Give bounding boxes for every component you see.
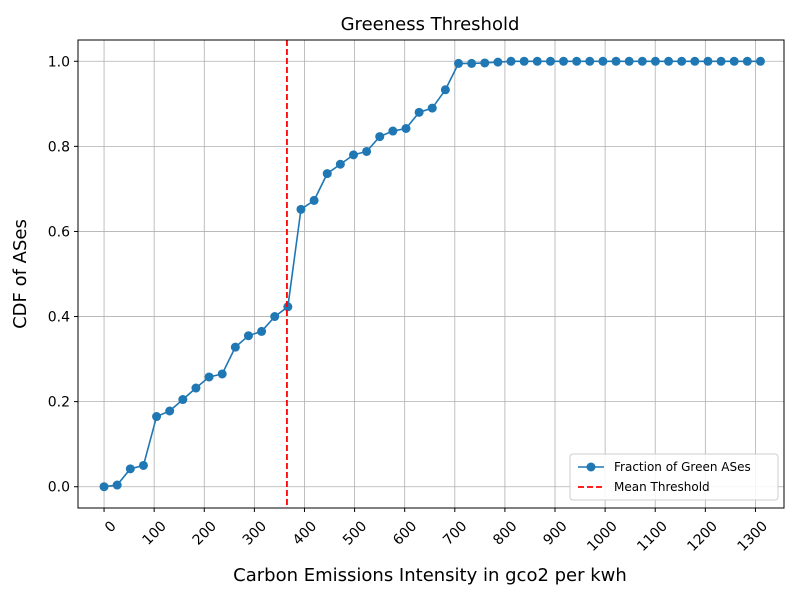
data-point — [729, 56, 739, 66]
data-point — [99, 482, 109, 492]
data-point — [480, 58, 490, 68]
data-point — [138, 460, 148, 470]
data-point — [296, 204, 306, 214]
data-point — [217, 369, 227, 379]
data-point — [755, 56, 765, 66]
data-point — [467, 58, 477, 68]
y-tick-label: 0.6 — [48, 224, 70, 240]
data-point — [230, 342, 240, 352]
data-point — [519, 56, 529, 66]
data-point — [243, 331, 253, 341]
data-point — [125, 464, 135, 474]
legend-box — [569, 453, 779, 501]
data-point — [388, 126, 398, 136]
data-point — [165, 406, 175, 416]
data-point — [703, 56, 713, 66]
data-point — [401, 123, 411, 133]
data-point — [112, 480, 122, 490]
y-tick-label: 0.8 — [48, 139, 70, 155]
data-point — [178, 395, 188, 405]
y-tick-label: 0.2 — [48, 395, 70, 411]
legend-series-marker — [586, 462, 596, 472]
data-point — [335, 159, 345, 169]
data-point — [572, 56, 582, 66]
data-point — [624, 56, 634, 66]
data-point — [283, 302, 293, 312]
data-point — [270, 312, 280, 322]
chart-title: Greeness Threshold — [341, 14, 520, 35]
data-point — [454, 58, 464, 68]
plot-frame — [77, 39, 785, 509]
data-point — [664, 56, 674, 66]
data-point — [414, 107, 424, 117]
data-point — [348, 150, 358, 160]
y-tick-label: 0.4 — [48, 310, 70, 326]
data-point — [440, 85, 450, 95]
series-layer — [99, 56, 765, 492]
x-axis-title: Carbon Emissions Intensity in gco2 per k… — [233, 565, 627, 586]
grid — [78, 40, 784, 508]
data-point — [716, 56, 726, 66]
y-tick-label: 1.0 — [48, 54, 70, 70]
data-point — [257, 326, 267, 336]
data-point — [637, 56, 647, 66]
data-point — [545, 56, 555, 66]
data-point — [677, 56, 687, 66]
data-point — [506, 56, 516, 66]
legend-threshold-label: Mean Threshold — [614, 480, 710, 494]
legend-series-label: Fraction of Green ASes — [614, 460, 751, 474]
data-point — [191, 383, 201, 393]
data-point — [598, 56, 608, 66]
data-point — [690, 56, 700, 66]
data-point — [559, 56, 569, 66]
data-point — [611, 56, 621, 66]
legend: Fraction of Green ASes Mean Threshold — [569, 453, 779, 501]
data-point — [309, 195, 319, 205]
data-point — [362, 146, 372, 156]
data-point — [204, 372, 214, 382]
data-point — [532, 56, 542, 66]
data-point — [322, 169, 332, 179]
data-point — [152, 412, 162, 422]
y-axis-ticks: 0.0 0.2 0.4 0.6 0.8 1.0 — [48, 54, 78, 496]
data-point — [375, 132, 385, 142]
y-axis-title: CDF of ASes — [10, 219, 31, 329]
data-point — [427, 103, 437, 113]
data-point — [650, 56, 660, 66]
data-point — [585, 56, 595, 66]
y-tick-label: 0.0 — [48, 480, 70, 496]
data-point — [493, 57, 503, 67]
data-point — [742, 56, 752, 66]
